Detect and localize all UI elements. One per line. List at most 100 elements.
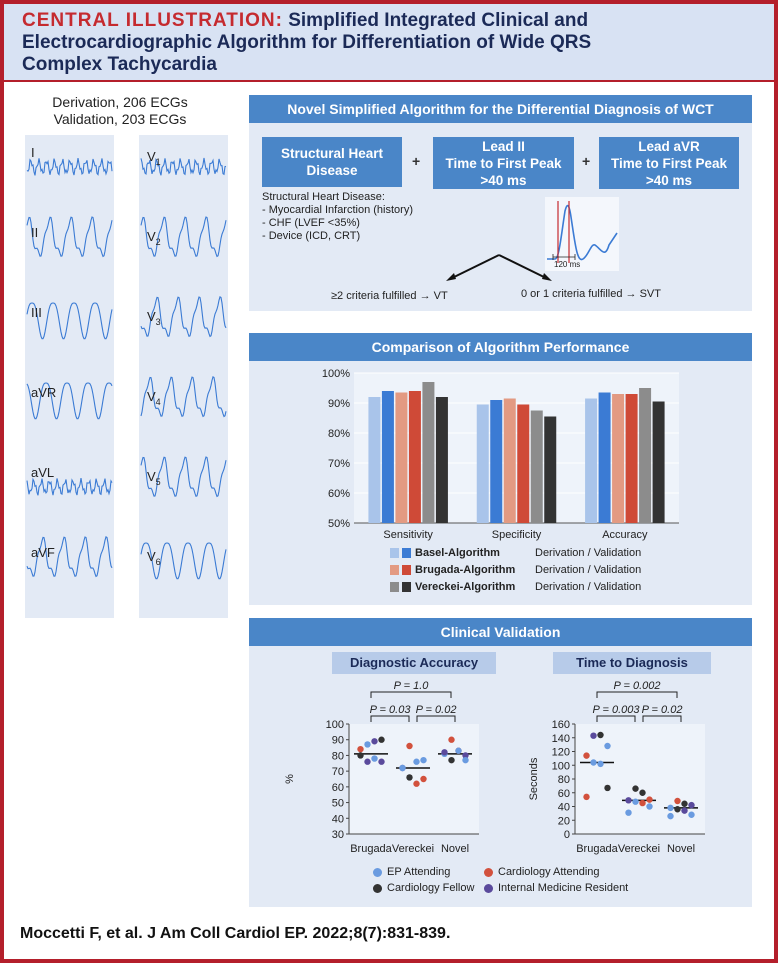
legend-basel: Basel-Algorithm [415, 547, 500, 559]
validation-count: Validation, 203 ECGs [53, 111, 187, 127]
box1-line2: Disease [306, 163, 358, 178]
bar [381, 391, 394, 523]
data-point [357, 752, 364, 759]
data-point [462, 752, 469, 759]
y-tick-label: 100 [326, 719, 344, 731]
data-point [688, 811, 695, 818]
data-point [590, 759, 597, 766]
p-bracket [596, 691, 678, 698]
validation-title: Clinical Validation [249, 618, 752, 646]
data-point [646, 803, 653, 810]
bar [368, 397, 381, 523]
data-point [406, 774, 413, 781]
ecg-trace [26, 382, 113, 420]
data-point [378, 758, 385, 765]
bar [490, 400, 503, 523]
box2-line1: Lead II [482, 138, 525, 154]
data-point [371, 755, 378, 762]
data-point [625, 809, 632, 816]
legend-cardio-attending: Cardiology Attending [498, 866, 600, 878]
box1-line1: Structural Heart [280, 146, 384, 161]
inset-label: 120 ms [554, 260, 581, 269]
legend-dot [373, 884, 382, 893]
structural-heart-box: Structural Heart Disease [262, 137, 402, 187]
data-point [406, 742, 413, 750]
ecg-trace [26, 158, 113, 176]
plus-2: + [582, 153, 591, 169]
data-point [632, 798, 639, 805]
y-tick-label: 70% [328, 458, 350, 470]
x-tick-label: Accuracy [602, 529, 648, 541]
bar [639, 388, 652, 523]
ecg-trace [26, 536, 113, 578]
x-tick-label: Specificity [492, 529, 542, 541]
header-title-3: Complex Tachycardia [22, 54, 218, 75]
box2-line2: Time to First Peak [445, 155, 562, 171]
y-tick-label: 90% [328, 398, 350, 410]
header-title-2: Electrocardiographic Algorithm for Diffe… [22, 32, 592, 53]
lead-label: II [31, 225, 38, 240]
plot-area [349, 724, 479, 834]
bar [585, 398, 598, 523]
data-point [597, 731, 604, 739]
data-point [399, 764, 406, 772]
legend-basel-note: Derivation / Validation [535, 547, 642, 559]
p-bracket [642, 715, 682, 722]
legend-vereckei-note: Derivation / Validation [535, 581, 642, 593]
performance-title: Comparison of Algorithm Performance [249, 333, 752, 361]
shd-title: Structural Heart Disease: [262, 191, 385, 203]
header-label: CENTRAL ILLUSTRATION: [22, 10, 283, 31]
lead-label: III [31, 305, 42, 320]
data-point [371, 738, 378, 745]
data-point [462, 756, 469, 764]
outcome-svt: 0 or 1 criteria fulfilled → SVT [521, 288, 661, 300]
p-value-label: P = 0.003 [593, 704, 641, 716]
y-tick-label: 100 [552, 760, 570, 772]
y-tick-label: 0 [564, 829, 570, 841]
y-tick-label: 50% [328, 518, 350, 530]
y-tick-label: 30 [332, 829, 344, 841]
outcome-vt: ≥2 criteria fulfilled → VT [331, 290, 448, 302]
y-tick-label: 60 [332, 782, 344, 794]
p-value-label: P = 0.002 [614, 680, 661, 692]
lead-subscript: 3 [156, 317, 161, 327]
y-tick-label: 60% [328, 488, 350, 500]
lead-label: V5 [147, 469, 161, 487]
ecg-trace [140, 376, 227, 418]
legend-swatch [402, 548, 411, 558]
ecg-trace [140, 456, 227, 498]
p-bracket [596, 715, 636, 722]
bar [395, 392, 408, 523]
x-tick-label: Sensitivity [383, 529, 433, 541]
data-point [597, 760, 604, 768]
bar [476, 404, 489, 523]
data-point [674, 806, 681, 813]
time-title: Time to Diagnosis [553, 652, 711, 674]
box3-line2: Time to First Peak [610, 155, 728, 171]
p-value-label: P = 0.02 [416, 704, 457, 716]
ecg-trace [26, 302, 113, 340]
ecg-trace [140, 296, 227, 338]
data-point [632, 785, 639, 792]
y-axis-label: % [284, 774, 296, 784]
plot-area [575, 724, 705, 834]
bar [517, 404, 530, 523]
ecg-precordial-leads: V1 V2 V3 V4 V5 V6 [139, 135, 228, 618]
box3-line3: >40 ms [645, 172, 693, 188]
data-point [441, 749, 448, 756]
data-point [625, 797, 632, 804]
y-tick-label: 80 [558, 774, 570, 786]
x-tick-label: Novel [667, 843, 695, 855]
lead-label: V1 [147, 149, 161, 167]
plot-area [354, 373, 679, 523]
lead-label: V4 [147, 389, 161, 407]
data-point [674, 797, 681, 805]
x-tick-label: Brugada [576, 843, 618, 855]
y-tick-label: 100% [322, 368, 350, 380]
branch-arrows [446, 254, 552, 281]
data-point [455, 747, 462, 754]
legend-fellow: Cardiology Fellow [387, 882, 475, 894]
lead-label: aVF [31, 545, 55, 560]
lead-subscript: 5 [156, 477, 161, 487]
